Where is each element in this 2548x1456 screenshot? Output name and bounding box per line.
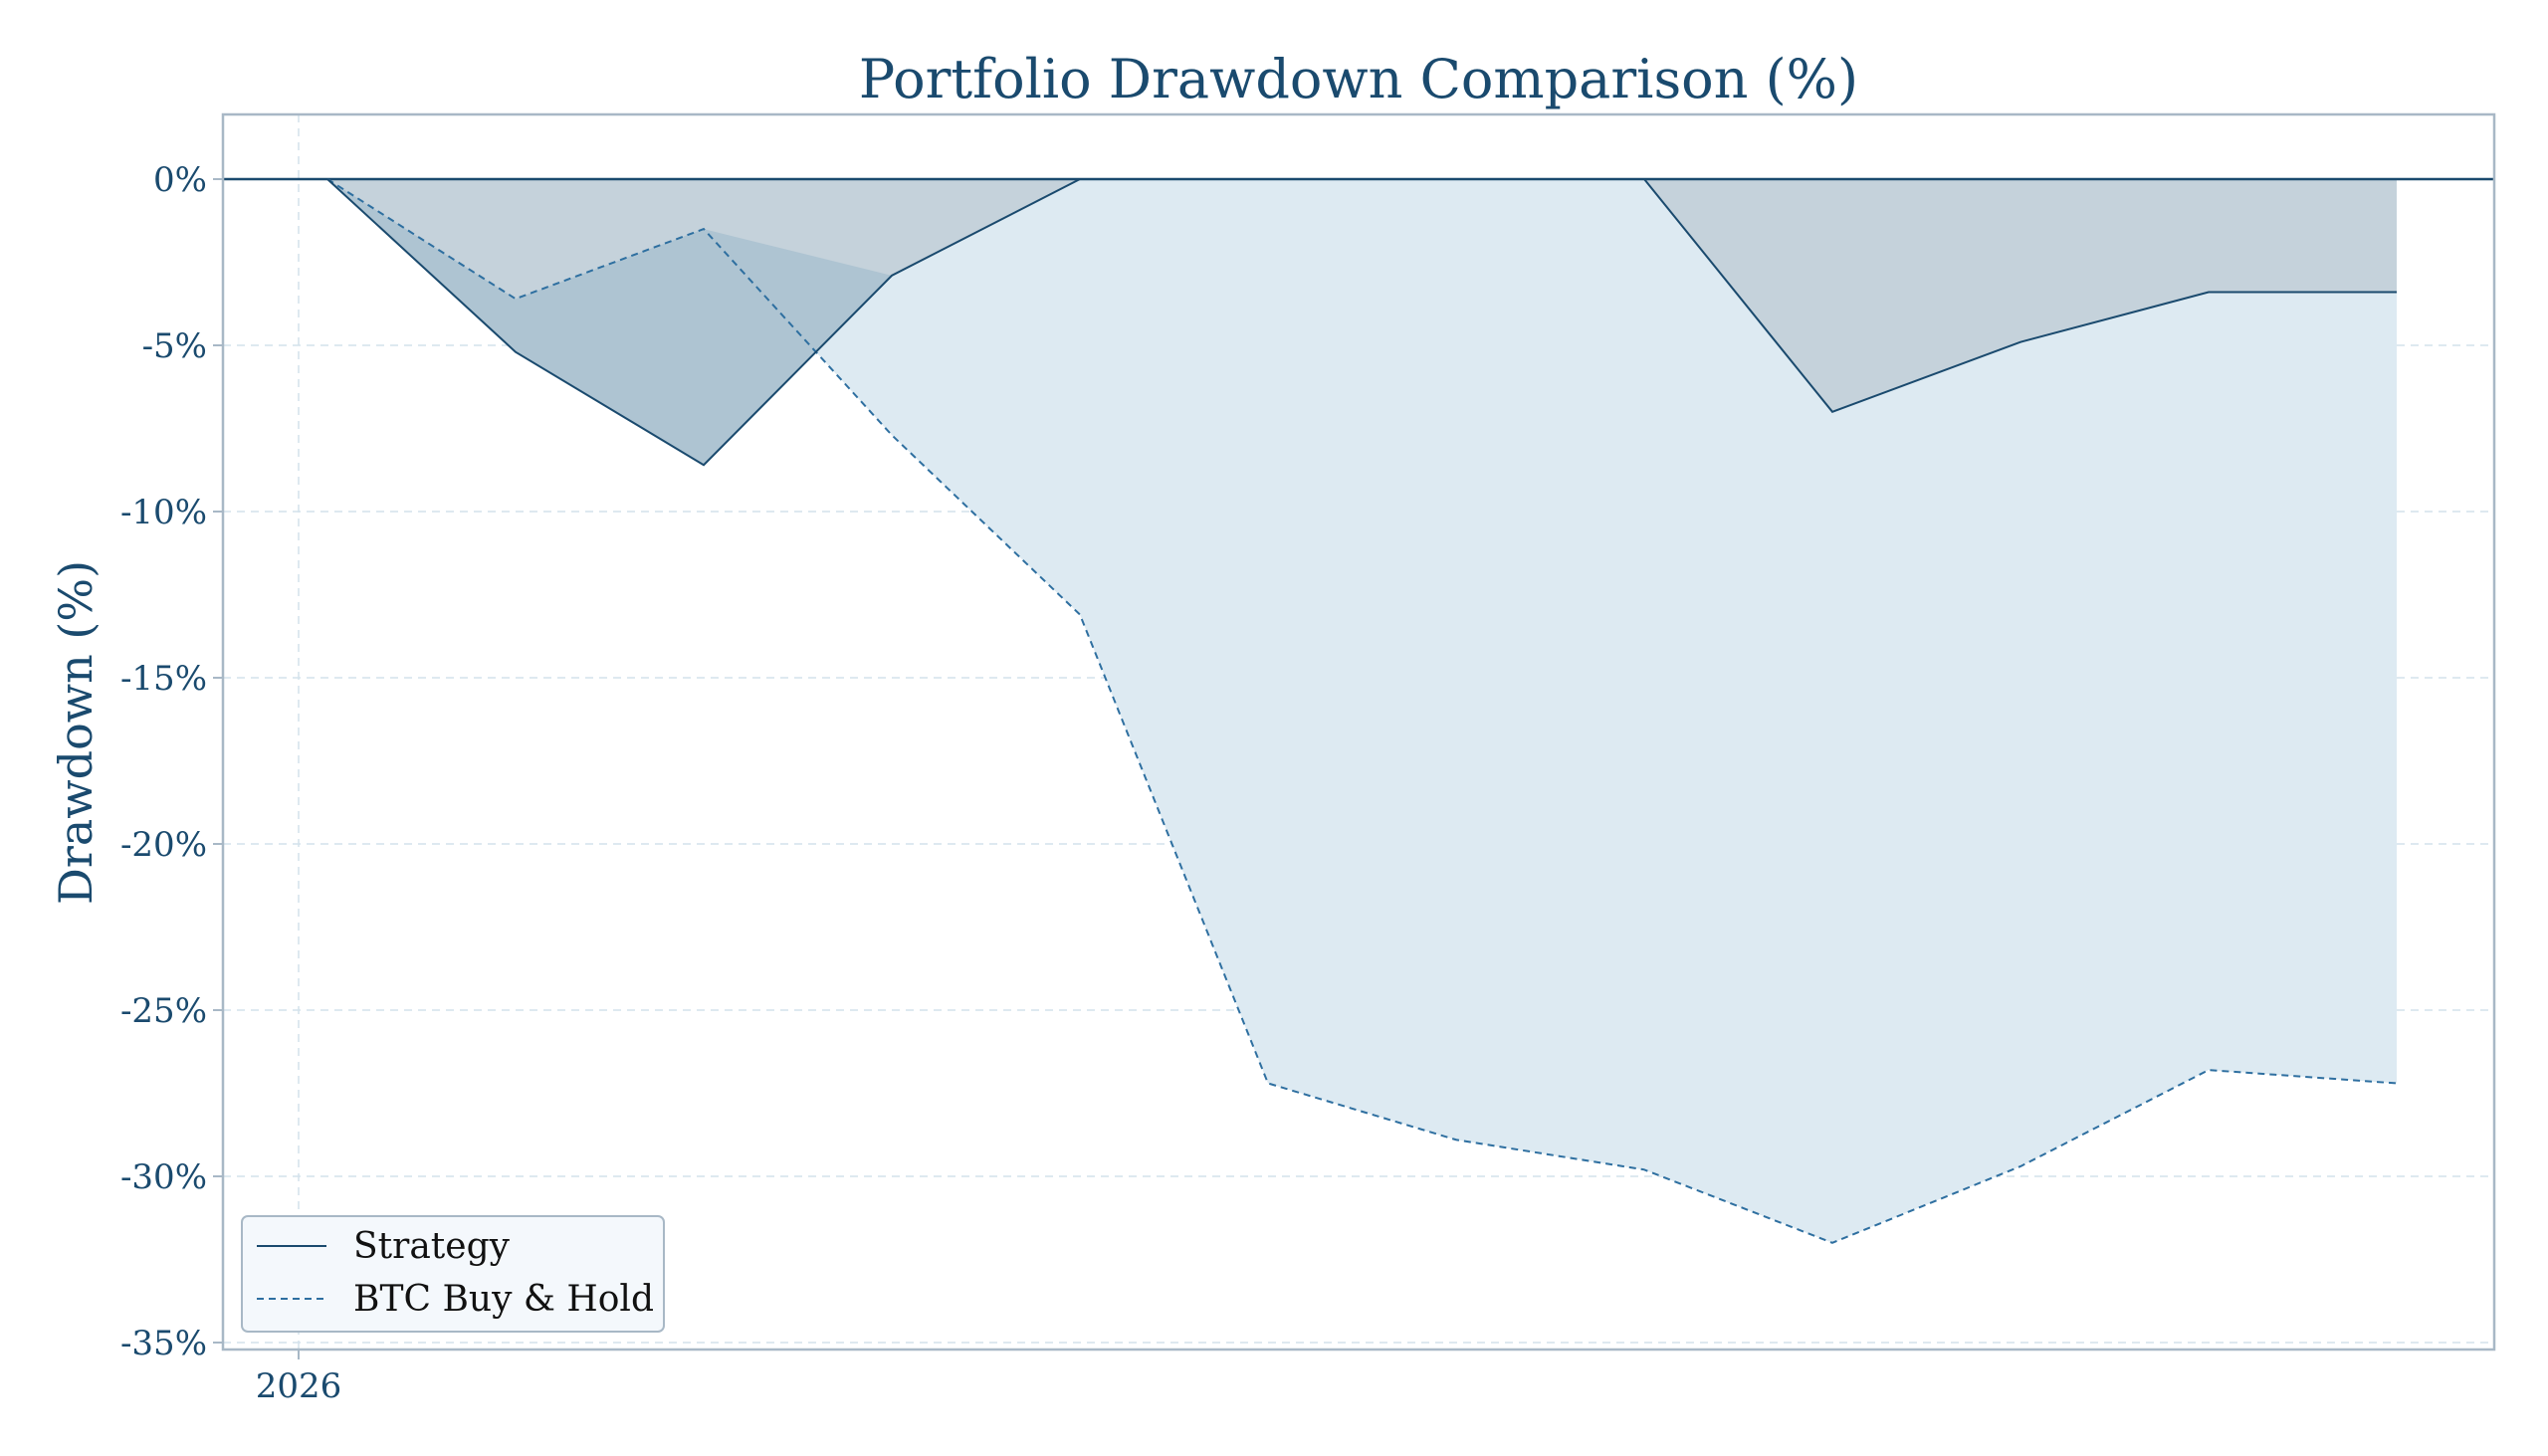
y-tick-label: -10% (120, 493, 207, 532)
y-tick-label: -5% (142, 326, 207, 366)
legend-strategy-label: Strategy (353, 1226, 511, 1267)
fill-areas (327, 179, 2397, 1243)
btc-drawdown-area (327, 179, 2397, 1243)
legend-box (241, 1215, 665, 1333)
y-tick-label: -25% (120, 991, 207, 1031)
y-tick-label: 0% (153, 160, 207, 200)
y-tick-label: -30% (120, 1157, 207, 1197)
y-tick-label: -15% (120, 659, 207, 699)
btc-buy-hold-line (326, 178, 2398, 1244)
y-axis-label: Drawdown (%) (49, 560, 103, 905)
axis-ticks: 0% -5% -10% -15% -20% -25% -30% -35% 2026 (120, 160, 341, 1406)
legend: Strategy BTC Buy & Hold (241, 1215, 665, 1333)
chart-title: Portfolio Drawdown Comparison (%) (859, 48, 1858, 110)
x-tick-label: 2026 (256, 1366, 342, 1406)
y-tick-label: -35% (120, 1324, 207, 1363)
plot-frame (221, 112, 2496, 1352)
legend-btc-label: BTC Buy & Hold (353, 1279, 654, 1320)
overlap-drawdown-area (327, 179, 2397, 412)
series-lines (223, 177, 2494, 1244)
y-tick-label: -20% (120, 825, 207, 865)
strategy-line (326, 178, 2397, 467)
